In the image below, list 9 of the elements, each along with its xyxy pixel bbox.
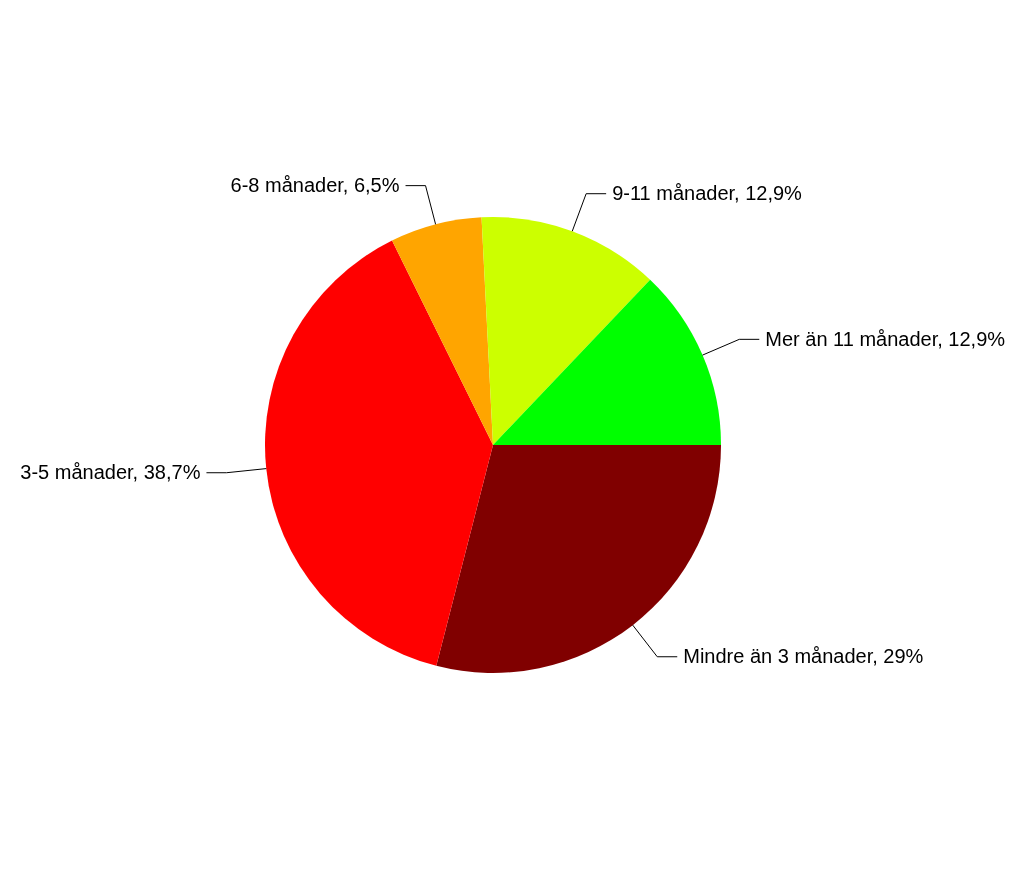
pie-slice bbox=[265, 240, 493, 666]
slice-label: 6-8 månader, 6,5% bbox=[230, 174, 400, 198]
slice-label: 3-5 månader, 38,7% bbox=[20, 461, 201, 485]
slice-label: Mer än 11 månader, 12,9% bbox=[765, 327, 1006, 351]
slice-label: 9-11 månader, 12,9% bbox=[612, 182, 802, 206]
pie-slice bbox=[392, 217, 493, 445]
pie-slice bbox=[481, 217, 651, 445]
slice-label: Mindre än 3 månader, 29% bbox=[683, 645, 924, 669]
pie-slice bbox=[493, 279, 721, 445]
